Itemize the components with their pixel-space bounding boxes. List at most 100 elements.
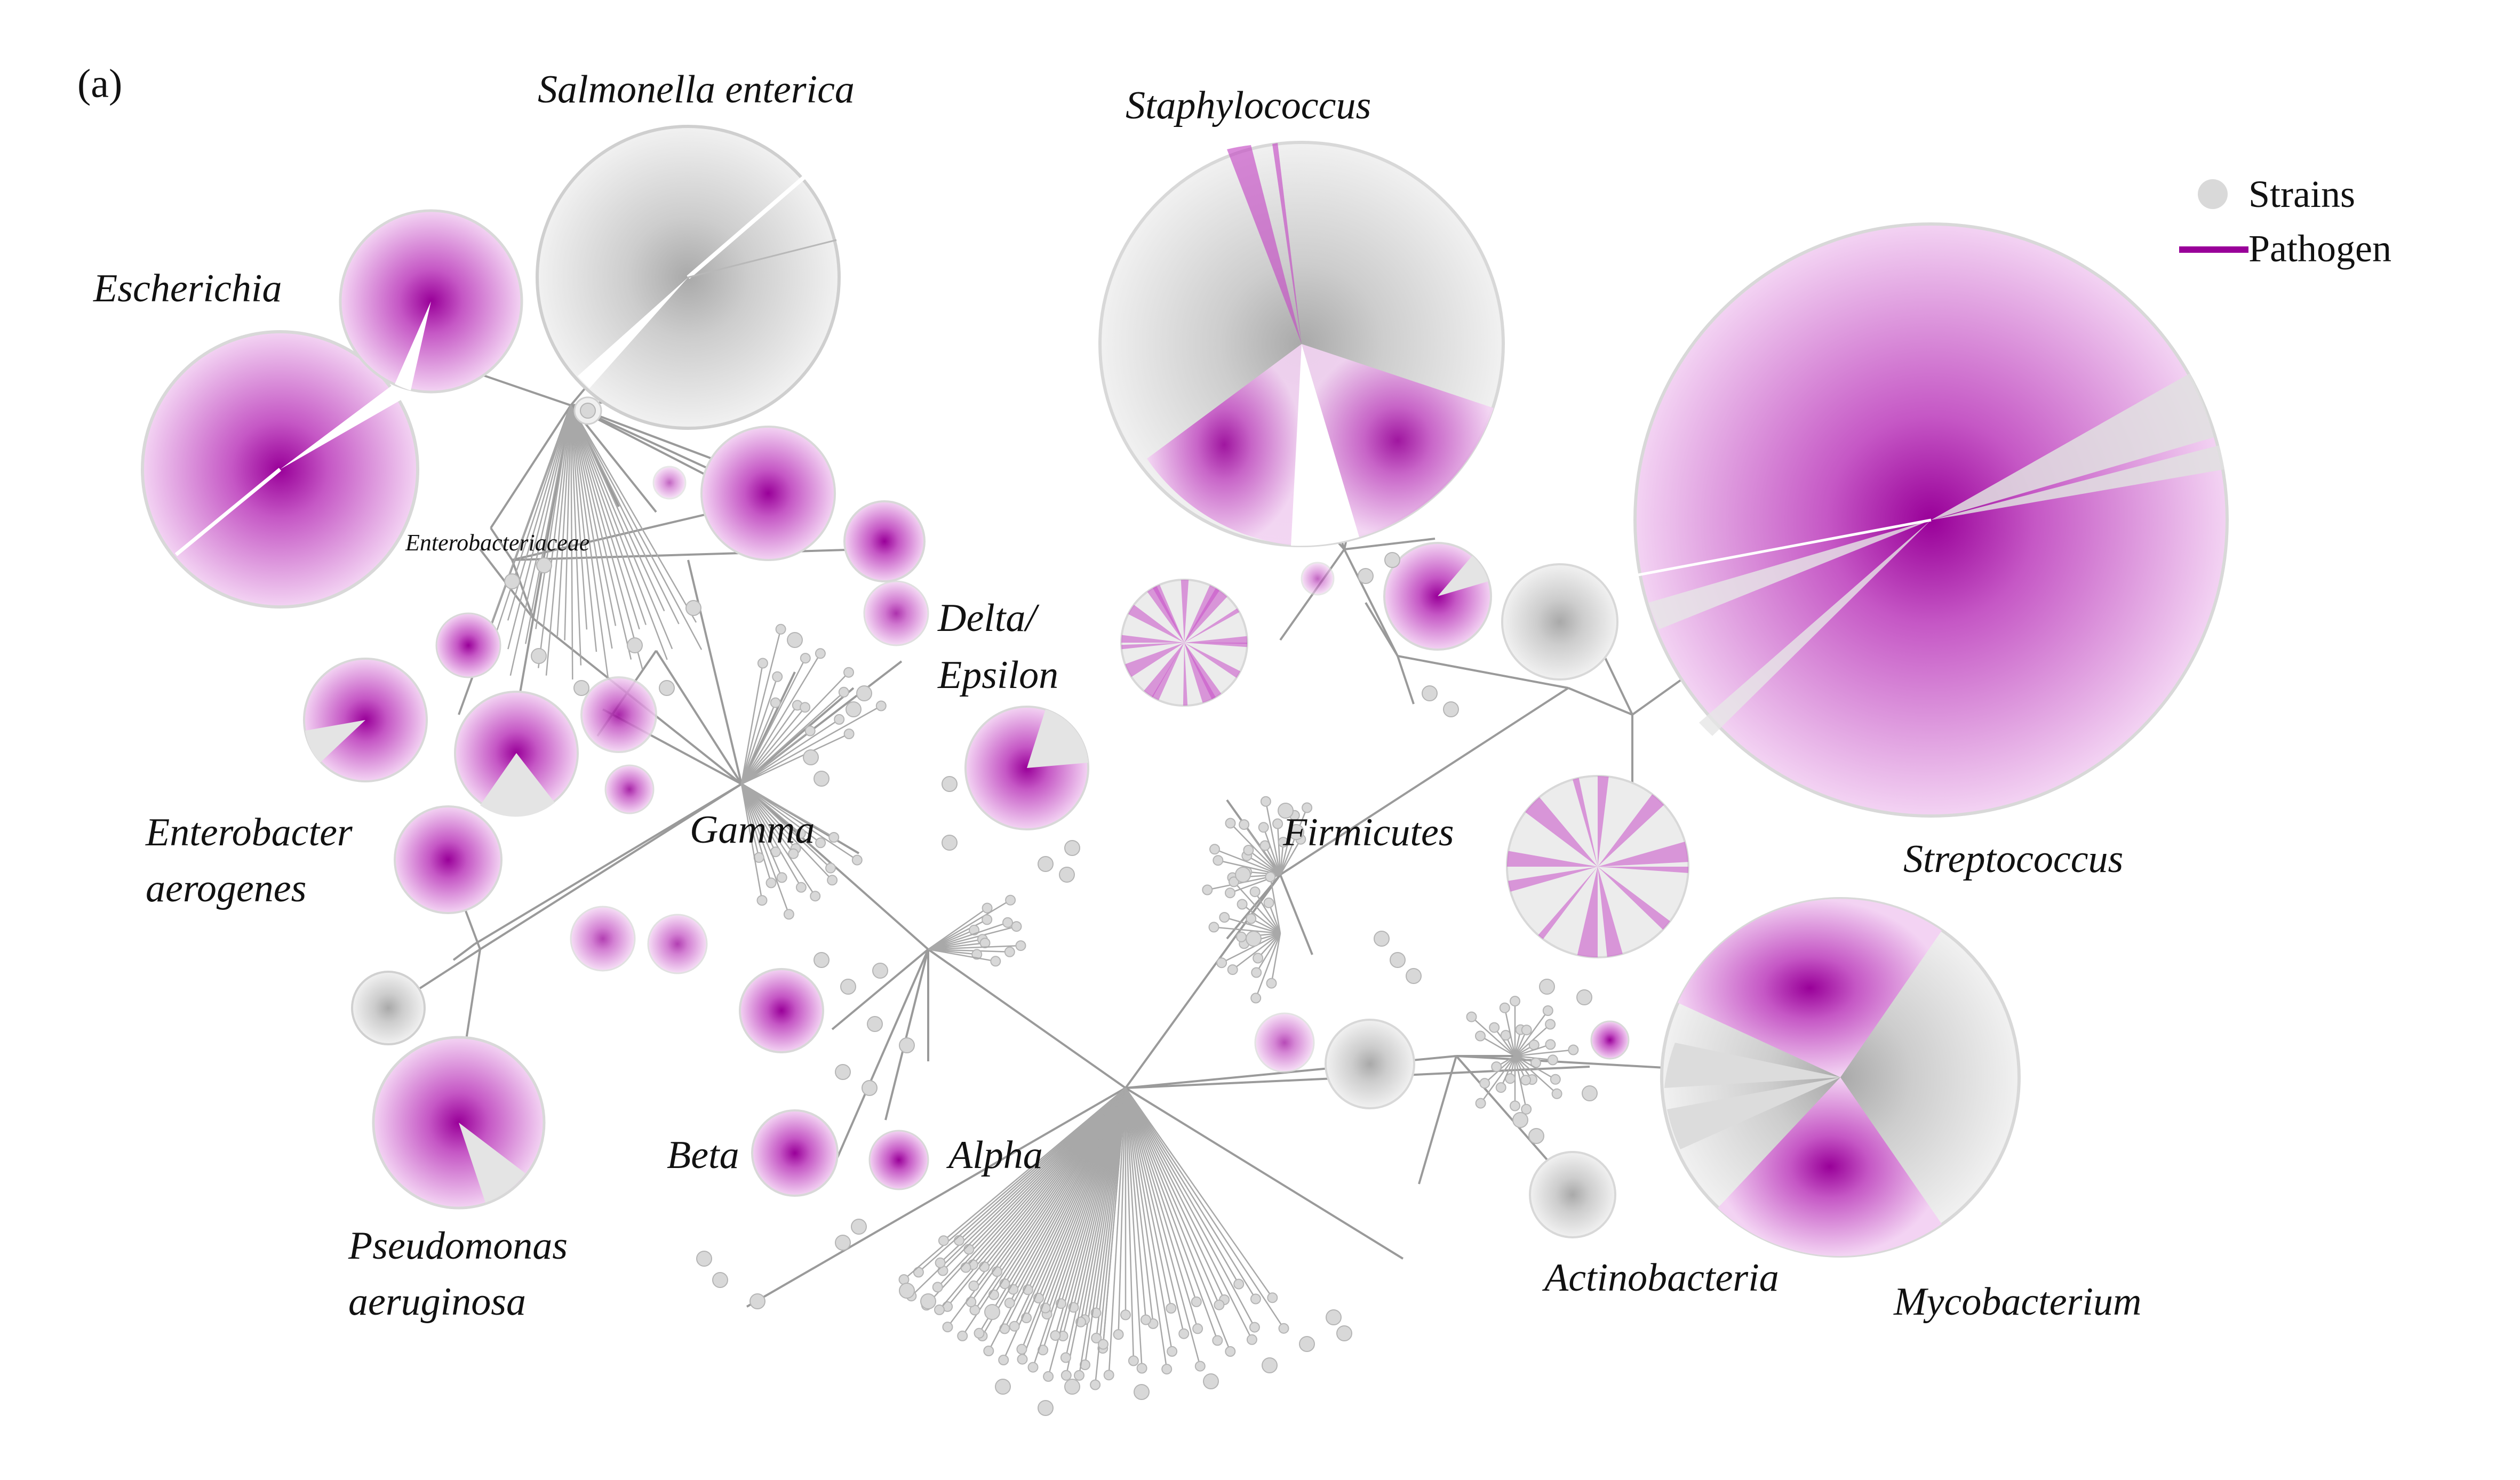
panel-label: (a) — [77, 61, 122, 106]
legend: Strains Pathogen — [2179, 173, 2391, 270]
legend-strains-swatch — [2198, 179, 2228, 209]
branch-line — [570, 405, 680, 625]
branch-line — [556, 405, 572, 636]
branch-line — [1221, 932, 1281, 964]
branch-line — [570, 405, 582, 666]
branch-line — [490, 405, 572, 650]
leaf-dot — [770, 697, 781, 708]
leaf-dot — [1260, 796, 1271, 807]
leaf-node — [899, 1283, 915, 1299]
leaf-dot — [1499, 1002, 1510, 1013]
salmonella-disc — [536, 125, 841, 430]
leaf-dot — [953, 1235, 964, 1246]
leaf-dot — [875, 700, 887, 711]
branch-line — [1279, 842, 1284, 875]
enterobacteriaceae-leaf-fan — [476, 405, 703, 681]
branch-line — [1214, 849, 1281, 876]
staphylococcus-disc — [1098, 141, 1505, 547]
label-escherichia: Escherichia — [93, 267, 282, 310]
branch-line — [741, 691, 844, 785]
leaf-node — [573, 680, 589, 696]
leaf-node — [536, 557, 552, 573]
leaf-node — [1038, 1400, 1054, 1416]
leaf-node — [1422, 685, 1438, 701]
pathogen-wedge — [1184, 643, 1247, 647]
leaf-dot — [1178, 1328, 1190, 1339]
branch-line — [1230, 822, 1281, 875]
delta-epsilon-disc — [964, 706, 1089, 830]
leaf-node — [814, 771, 830, 787]
leaf-node — [1278, 803, 1294, 819]
leaf-node — [846, 701, 862, 717]
branch-line — [509, 405, 572, 676]
leaf-node — [1262, 1357, 1278, 1373]
leaf-dot — [1475, 1098, 1486, 1109]
clade-discs — [141, 125, 2229, 1258]
branch-line — [741, 718, 840, 785]
leaf-dot — [1246, 913, 1257, 924]
leaf-dot — [1002, 917, 1013, 928]
label-actinobacteria: Actinobacteria — [1542, 1256, 1779, 1300]
pathogen-wedge — [1184, 608, 1240, 643]
leaf-dot — [942, 1322, 953, 1333]
branch-line — [943, 1087, 1126, 1242]
leaf-dot — [971, 949, 983, 960]
pathogen-wedge — [1577, 867, 1598, 957]
pathogen-wedge — [1128, 605, 1184, 643]
leaf-dot — [1214, 1299, 1225, 1310]
branch-line — [962, 1087, 1127, 1337]
branch-line — [1125, 1087, 1154, 1324]
branch-line — [537, 405, 572, 668]
leaf-dot — [800, 702, 811, 713]
leaf-node — [1443, 701, 1459, 717]
branch-line — [570, 405, 673, 650]
leaf-node — [814, 952, 830, 968]
actino-disc-small — [1590, 1020, 1630, 1060]
leaf-dot — [998, 1355, 1009, 1365]
branch-line — [570, 405, 632, 660]
label-enterobacter-2: aerogenes — [146, 867, 306, 910]
branch-line — [1032, 1087, 1127, 1367]
branch-line — [928, 942, 985, 950]
leaf-dot — [1236, 931, 1247, 942]
leaf-node — [1246, 931, 1262, 947]
leaf-dot — [1250, 1293, 1261, 1305]
branch-line — [1500, 1055, 1516, 1088]
gamma-disc-2 — [580, 676, 657, 753]
leaf-dot — [1167, 1346, 1178, 1357]
leaf-dot — [982, 914, 993, 925]
branch-line — [570, 405, 668, 660]
leaf-dot — [1225, 1346, 1236, 1357]
leaf-node — [920, 1293, 936, 1309]
leaf-node — [1038, 856, 1054, 872]
branch-line — [1233, 881, 1281, 934]
branch-line — [1514, 1055, 1527, 1110]
label-pseudomonas-1: Pseudomonas — [348, 1224, 568, 1268]
leaf-node — [872, 963, 888, 979]
leaf-dot — [1136, 1363, 1147, 1374]
pathogen-wedge — [1508, 867, 1598, 892]
leaf-dot — [982, 902, 993, 914]
branch-line — [1084, 1087, 1127, 1365]
branch-line — [1279, 807, 1308, 875]
branch-line — [928, 925, 1017, 950]
branch-line — [741, 783, 858, 861]
entero-disc-tiny — [652, 466, 687, 500]
leaf-node — [580, 403, 596, 419]
leaf-dot — [1004, 946, 1015, 957]
branch-line — [570, 405, 573, 680]
leaf-dot — [1568, 1044, 1579, 1055]
branch-line — [1125, 1087, 1143, 1369]
pathogen-wedge — [1598, 842, 1688, 867]
branch-line — [570, 405, 588, 630]
leaf-dot — [932, 1282, 943, 1293]
leaf-node — [1390, 952, 1406, 968]
branch-line — [1214, 926, 1281, 934]
branch-line — [740, 783, 777, 852]
label-staphylococcus: Staphylococcus — [1126, 84, 1371, 127]
leaf-node — [787, 632, 803, 648]
gamma-disc-1 — [843, 500, 926, 582]
branch-line — [741, 783, 801, 834]
label-delta: Delta/ — [937, 596, 1040, 640]
